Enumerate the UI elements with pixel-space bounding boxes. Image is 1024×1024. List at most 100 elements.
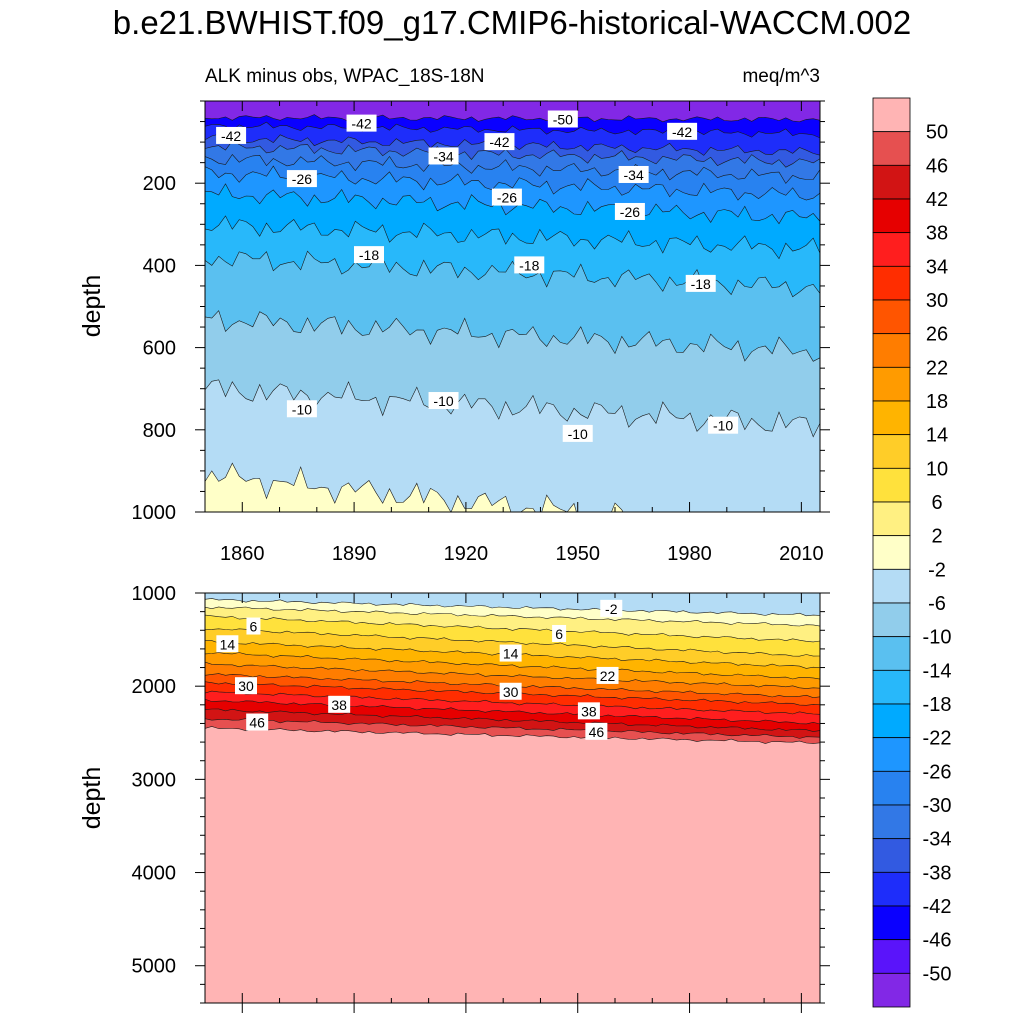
contour-label: 6 (552, 625, 567, 642)
colorbar-swatch (872, 265, 911, 301)
contour-label-text: 38 (581, 703, 597, 719)
colorbar-label: 38 (926, 223, 948, 245)
contour-label-text: -26 (620, 204, 640, 220)
contour-line (205, 652, 820, 680)
contour-label: -10 (428, 392, 459, 410)
colorbar-swatch (872, 737, 911, 772)
y-tick-label: 3000 (132, 769, 177, 791)
contour-line (205, 690, 820, 715)
y-tick-label: 4000 (132, 863, 177, 885)
colorbar-swatch (872, 400, 911, 436)
contour-label: -26 (614, 202, 645, 220)
x-tick-label: 2010 (779, 543, 824, 565)
colorbar-swatch (872, 804, 911, 840)
contour-label-box (667, 122, 698, 140)
lower-panel-fill (205, 593, 820, 1003)
contour-label: -18 (514, 256, 545, 274)
colorbar-label: 26 (926, 324, 948, 346)
colorbar-label: -2 (928, 559, 946, 581)
contour-label-text: 46 (589, 724, 605, 740)
contour-label: -10 (562, 424, 593, 442)
contour-line (205, 183, 820, 225)
lower-panel-contour-labels: -2 6 6 14 14 22 30 30 38 38 46 46 (216, 599, 623, 740)
colorbar-label: 22 (926, 357, 948, 379)
colorbar-label: 10 (926, 458, 948, 480)
contour-label-text: 30 (503, 684, 519, 700)
colorbar-swatch (872, 535, 911, 570)
upper-panel-contour-labels: -42 -42 -42 -42 -50 -34 -34 -26 -26 -26 -18 -18 -18 -… (216, 110, 739, 442)
x-tick-label: 1890 (332, 543, 377, 565)
lower-panel-ticks: 1000 2000 3000 4000 5000 (132, 583, 830, 1013)
contour-label: -42 (216, 126, 247, 144)
contour-label-text: 30 (238, 678, 254, 694)
contour-label-box (484, 133, 515, 151)
colorbar-label: -18 (923, 694, 952, 716)
colorbar-label: -22 (923, 728, 952, 750)
contour-label-box (216, 635, 239, 653)
contour-label: -2 (600, 599, 623, 617)
contour-label-box (585, 722, 608, 740)
contour-label-text: -34 (624, 167, 644, 183)
contour-line (205, 661, 820, 689)
colorbar-label: 34 (926, 256, 948, 278)
colorbar-swatch (872, 602, 911, 638)
contour-label: 22 (596, 666, 619, 684)
colorbar-label: -10 (923, 627, 952, 649)
contour-band (205, 726, 820, 1003)
contour-label: 30 (235, 677, 257, 695)
contour-label-box (577, 702, 600, 720)
y-tick-label: 200 (143, 173, 176, 195)
contour-label-box (562, 424, 593, 442)
contour-label: 46 (585, 722, 608, 740)
contour-label-box (514, 256, 545, 274)
y-tick-label: 600 (143, 338, 176, 360)
contour-label: 38 (328, 695, 351, 713)
colorbar: 50 46 42 38 34 30 26 22 18 14 10 6 2 -2 -6 -10 -14 -18 -22… (872, 97, 952, 1008)
contour-label-text: -42 (672, 124, 692, 140)
contour-label-box (614, 202, 645, 220)
figure-title: b.e21.BWHIST.f09_g17.CMIP6-historical-WA… (113, 4, 911, 41)
panel-subtitle-units: meq/m^3 (742, 66, 820, 87)
colorbar-label: -26 (923, 761, 952, 783)
x-tick-label: 1980 (667, 543, 712, 565)
colorbar-swatch (872, 501, 911, 537)
contour-label-text: -42 (221, 128, 241, 144)
contour-label-box (346, 114, 377, 132)
contour-line (205, 121, 820, 139)
contour-label-text: 14 (220, 636, 236, 652)
colorbar-swatch (872, 636, 911, 671)
contour-label: -34 (428, 147, 459, 165)
contour-line (205, 606, 820, 627)
contour-label-box (552, 625, 567, 642)
contour-line (205, 628, 820, 657)
y-tick-label: 800 (143, 420, 176, 442)
contour-label-text: -50 (553, 111, 573, 127)
colorbar-swatch (872, 366, 911, 402)
contour-label-box (235, 677, 257, 695)
contour-label-text: -18 (691, 276, 711, 292)
contour-label-box (618, 165, 649, 183)
contour-label-box (286, 400, 317, 418)
contour-line (205, 250, 820, 298)
colorbar-swatch (872, 703, 911, 739)
x-axis-tick-labels: 1860 1890 1920 1950 1980 2010 (220, 543, 824, 565)
contour-line (205, 215, 820, 260)
contour-line (205, 718, 820, 739)
contour-label-box (354, 246, 384, 264)
colorbar-swatch (872, 97, 911, 133)
contour-line (205, 114, 820, 123)
contour-label-text: 38 (331, 697, 347, 713)
contour-label: -18 (685, 274, 716, 292)
y-tick-label: 5000 (132, 956, 177, 978)
contour-label-text: -18 (359, 247, 379, 263)
colorbar-label: 46 (926, 155, 948, 177)
contour-label-text: -26 (292, 171, 312, 187)
upper-panel-ticks: 200 400 600 800 1000 (132, 100, 830, 524)
colorbar-label: 42 (926, 189, 948, 211)
colorbar-swatch (872, 299, 911, 335)
contour-band (205, 379, 820, 512)
contour-label: 14 (216, 635, 239, 653)
colorbar-label: -46 (923, 930, 952, 952)
colorbar-label: 50 (926, 122, 948, 144)
contour-label-box (491, 188, 522, 206)
